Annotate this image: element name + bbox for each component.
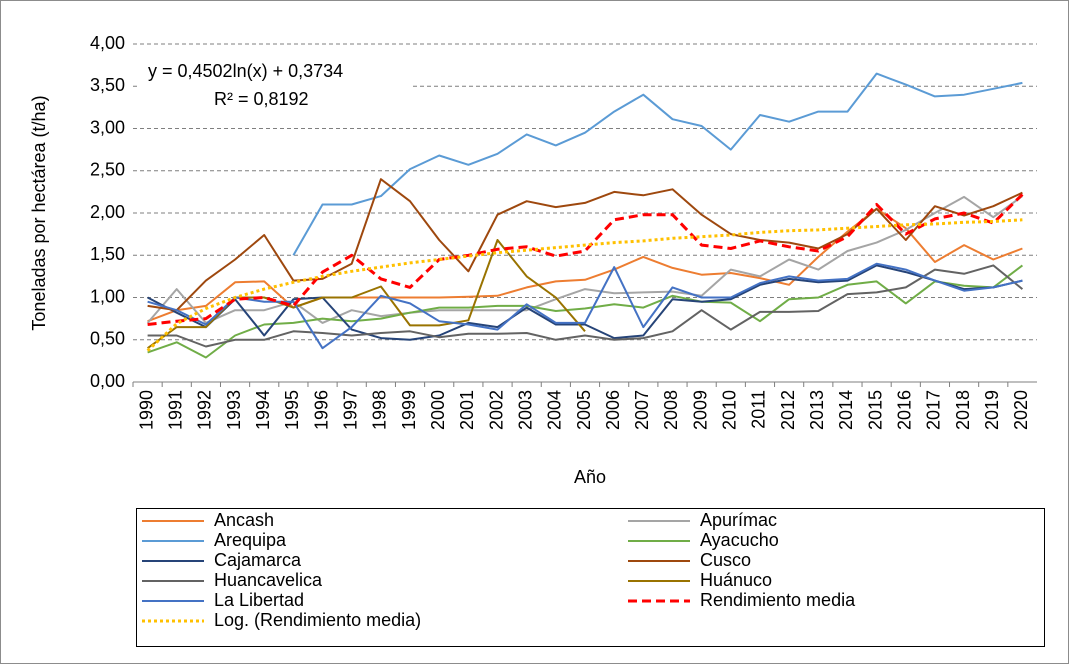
legend bbox=[136, 508, 1045, 647]
legend-label: Huancavelica bbox=[214, 570, 323, 590]
y-tick-label: 3,50 bbox=[90, 75, 125, 95]
y-tick-label: 2,50 bbox=[90, 160, 125, 180]
y-tick-label: 2,00 bbox=[90, 202, 125, 222]
series-line bbox=[146, 218, 1023, 352]
legend-label: Apurímac bbox=[700, 510, 777, 530]
trend-equation: y = 0,4502ln(x) + 0,3734 bbox=[148, 61, 343, 81]
x-tick-label: 2008 bbox=[661, 390, 681, 430]
x-tick-label: 1995 bbox=[282, 390, 302, 430]
y-tick-label: 3,00 bbox=[90, 117, 125, 137]
legend-entries: Ancash Apurímac Arequipa Ayacucho Cajamarca C… bbox=[142, 510, 856, 630]
x-tick-label: 2012 bbox=[778, 390, 798, 430]
y-tick-label: 0,50 bbox=[90, 329, 125, 349]
x-tick-label: 2007 bbox=[632, 390, 652, 430]
y-tick-label: 1,50 bbox=[90, 244, 125, 264]
x-tick-label: 2001 bbox=[457, 390, 477, 430]
legend-label: Rendimiento media bbox=[700, 590, 856, 610]
legend-label: Ayacucho bbox=[700, 530, 779, 550]
x-tick-label: 2016 bbox=[895, 390, 915, 430]
x-tick-label: 1991 bbox=[165, 390, 185, 430]
x-tick-label: 2011 bbox=[749, 390, 769, 429]
y-tick-label: 4,00 bbox=[90, 33, 125, 53]
x-tick-label: 1992 bbox=[195, 390, 215, 430]
x-tick-label: 2004 bbox=[545, 390, 565, 430]
x-tick-label: 2002 bbox=[486, 390, 506, 430]
x-axis-label: Año bbox=[574, 467, 606, 487]
series-line bbox=[147, 262, 1023, 350]
legend-label: Cusco bbox=[700, 550, 751, 570]
x-tick-label: 2017 bbox=[924, 390, 944, 430]
x-tick-label: 1999 bbox=[399, 390, 419, 430]
x-tick-label: 2005 bbox=[574, 390, 594, 430]
series-line bbox=[147, 193, 1024, 326]
x-tick-label: 2019 bbox=[982, 390, 1002, 430]
series-line bbox=[292, 72, 1023, 256]
x-tick-label: 1998 bbox=[370, 390, 390, 430]
plot-area: 0,00 0,50 1,00 1,50 2,00 2,50 3,00 3,50 4,00 1990… bbox=[90, 33, 1037, 430]
y-axis-label: Toneladas por hectárea (t/ha) bbox=[29, 95, 49, 330]
x-tick-label: 2014 bbox=[836, 390, 856, 430]
series-line bbox=[147, 178, 1023, 312]
annotation-background bbox=[140, 56, 412, 118]
annotation-box: y = 0,4502ln(x) + 0,3734 R² = 0,8192 bbox=[140, 56, 412, 118]
series-line bbox=[147, 264, 1024, 348]
x-tick-label: 1990 bbox=[136, 390, 156, 430]
legend-label: Cajamarca bbox=[214, 550, 302, 570]
legend-label: Arequipa bbox=[214, 530, 287, 550]
legend-label: Ancash bbox=[214, 510, 274, 530]
x-tick-label: 2010 bbox=[720, 390, 740, 430]
x-tick-label: 2000 bbox=[428, 390, 448, 430]
x-tick-label: 2003 bbox=[515, 390, 535, 430]
x-tick-label: 1994 bbox=[253, 390, 273, 430]
legend-label: Huánuco bbox=[700, 570, 772, 590]
series-line bbox=[147, 264, 1023, 341]
x-tick-label: 2009 bbox=[690, 390, 710, 430]
legend-label: La Libertad bbox=[214, 590, 304, 610]
x-tick-label: 2020 bbox=[1011, 390, 1031, 430]
trend-r2: R² = 0,8192 bbox=[214, 89, 309, 109]
x-tick-label: 1997 bbox=[340, 390, 360, 430]
series-line bbox=[147, 264, 1024, 359]
y-tick-label: 1,00 bbox=[90, 286, 125, 306]
y-tick-label: 0,00 bbox=[90, 371, 125, 391]
x-tick-label: 1993 bbox=[224, 390, 244, 430]
x-tick-label: 1996 bbox=[311, 390, 331, 430]
x-tick-label: 2015 bbox=[865, 390, 885, 430]
x-tick-label: 2013 bbox=[807, 390, 827, 430]
legend-label: Log. (Rendimiento media) bbox=[214, 610, 421, 630]
x-tick-label: 2006 bbox=[603, 390, 623, 430]
x-tick-label: 2018 bbox=[953, 390, 973, 430]
